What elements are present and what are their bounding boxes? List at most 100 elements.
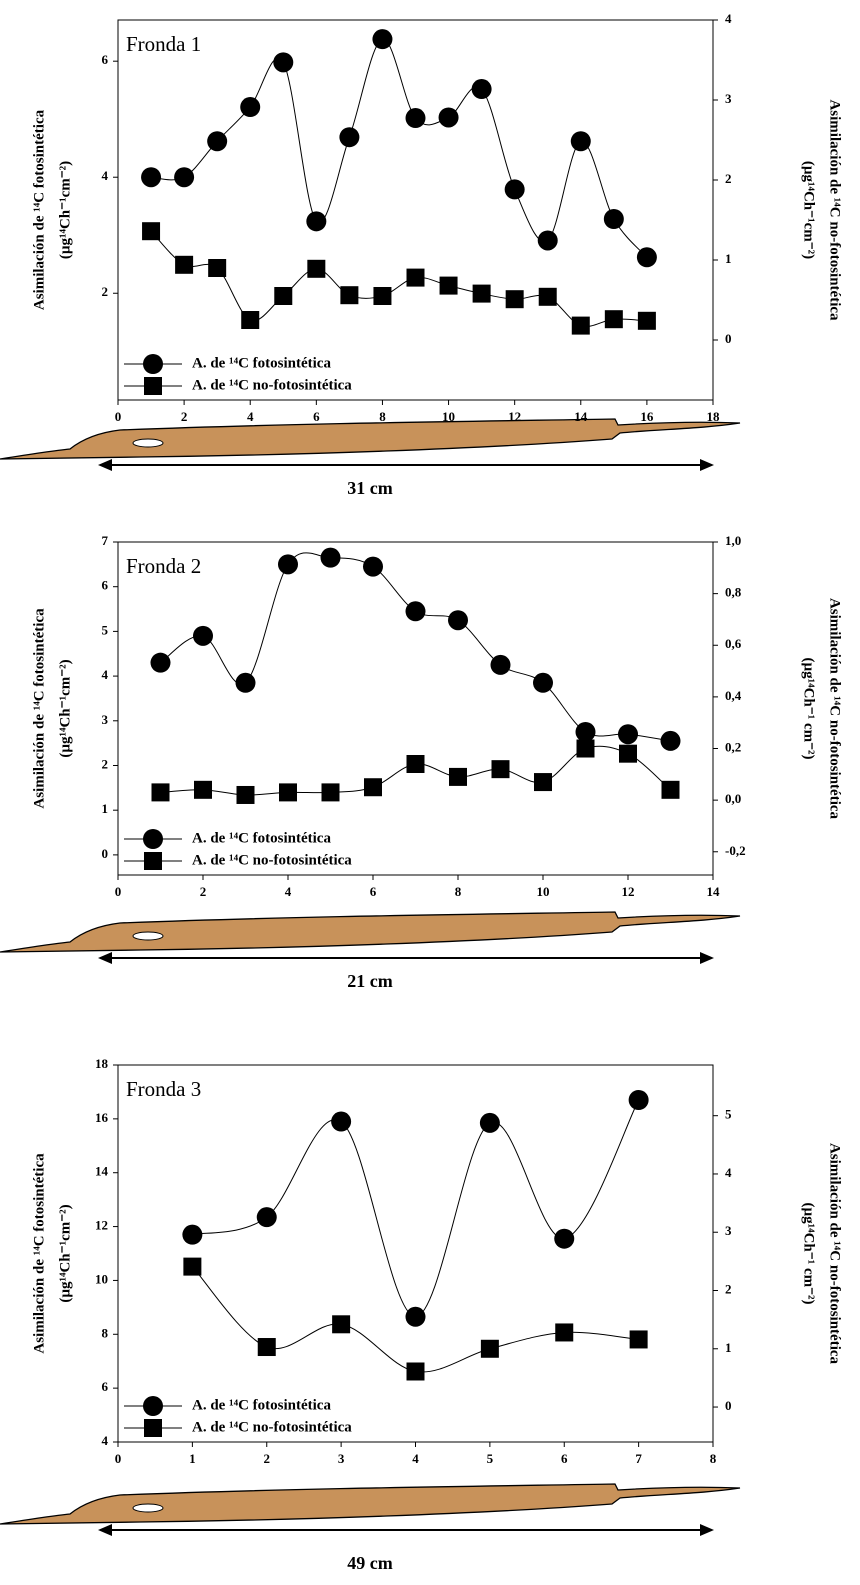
y2-tick-label: 5 [725,1107,732,1122]
marker-circle [405,601,426,622]
marker-square [340,286,359,305]
x-tick-label: 16 [640,409,654,424]
marker-square [142,222,161,241]
y-tick-label: 4 [102,168,109,183]
x-tick-label: 10 [442,409,455,424]
y2-tick-label: 1 [725,1340,732,1355]
y2-tick-label: 4 [725,11,732,26]
marker-circle [143,1396,163,1416]
marker-circle [490,654,511,675]
y-axis-unit: (µg¹⁴Ch⁻¹cm⁻²) [57,1204,73,1302]
marker-circle [660,730,681,751]
marker-square [571,316,590,335]
y2-tick-label: 0,2 [725,739,741,754]
x-tick-label: 6 [313,409,320,424]
y-tick-label: 16 [95,1110,109,1125]
marker-square [332,1315,351,1334]
y-tick-label: 12 [95,1218,108,1233]
y2-tick-label: -0,2 [725,843,746,858]
marker-square [629,1330,648,1349]
length-annotation: 31 cm [347,478,392,498]
y-tick-label: 2 [102,284,109,299]
marker-circle [306,211,327,232]
marker-circle [554,1228,575,1249]
marker-square [505,290,524,309]
y-tick-label: 1 [102,801,109,816]
x-tick-label: 0 [115,409,122,424]
marker-circle [628,1090,649,1111]
marker-square [406,268,425,287]
x-tick-label: 12 [508,409,521,424]
y2-tick-label: 1,0 [725,533,741,548]
marker-circle [537,230,558,251]
marker-square [183,1257,202,1276]
y2-axis-unit: (µg¹⁴Ch⁻¹ cm⁻²) [801,657,817,759]
series-line [150,230,647,327]
marker-square [661,780,680,799]
x-tick-label: 14 [707,884,721,899]
marker-square [151,783,170,802]
y-tick-label: 6 [102,578,109,593]
y-axis-label: Asimilación de ¹⁴C fotosintética [31,608,47,809]
marker-square [472,284,491,303]
x-tick-label: 7 [635,1451,642,1466]
plot-frame [117,19,714,401]
marker-square [538,287,557,306]
marker-square [576,739,595,758]
marker-square [449,767,467,786]
y2-axis-label: Asimilación de ¹⁴C no-fotosintética [827,99,843,321]
marker-square [257,1338,276,1357]
legend-label: A. de ¹⁴C no-fotosintética [192,377,352,393]
x-tick-label: 0 [115,884,122,899]
marker-circle [143,829,163,849]
series-line [160,552,671,742]
marker-circle [193,625,213,646]
x-tick-label: 12 [622,884,635,899]
x-tick-label: 2 [181,409,188,424]
y-tick-label: 8 [102,1325,109,1340]
marker-circle [575,721,596,742]
marker-circle [339,127,360,148]
y-tick-label: 4 [102,1433,109,1448]
marker-circle [636,247,657,268]
x-tick-label: 10 [537,884,550,899]
marker-circle [363,556,383,577]
frond-drawing [0,1483,741,1537]
x-tick-label: 6 [561,1451,568,1466]
y-tick-label: 10 [95,1271,108,1286]
x-tick-label: 2 [200,884,207,899]
marker-square [236,785,255,804]
chart-panel: Fronda 20 2 4 6 8 10 12 1401234567-0,20,00,20,4… [31,533,842,991]
marker-circle [182,1224,203,1245]
legend-label: A. de ¹⁴C no-fotosintética [192,852,352,868]
length-annotation: 49 cm [347,1553,392,1573]
y-tick-label: 4 [102,667,109,682]
x-tick-label: 8 [379,409,386,424]
y-tick-label: 3 [102,712,109,727]
y-axis-unit: (µg¹⁴Ch⁻¹cm⁻²) [57,161,73,259]
x-tick-label: 4 [285,884,292,899]
marker-square [144,1419,162,1437]
marker-square [321,783,340,802]
marker-square [604,310,623,329]
marker-circle [331,1111,352,1132]
chart-title: Fronda 3 [126,1077,201,1101]
marker-circle [143,354,163,374]
y2-tick-label: 0,0 [725,791,741,806]
marker-square [439,276,458,295]
marker-circle [533,672,553,693]
marker-circle [235,672,256,693]
marker-circle [150,652,171,673]
y-axis-label: Asimilación de ¹⁴C fotosintética [31,109,47,310]
y-tick-label: 14 [95,1164,109,1179]
legend-label: A. de ¹⁴C fotosintética [192,830,331,846]
x-tick-label: 5 [487,1451,494,1466]
x-tick-label: 4 [247,409,254,424]
y2-tick-label: 1 [725,251,732,266]
x-tick-label: 4 [412,1451,419,1466]
y2-tick-label: 2 [725,1281,732,1296]
y2-axis-unit: (µg¹⁴Ch⁻¹ cm⁻²) [801,1202,817,1304]
marker-square [406,755,425,773]
x-tick-label: 18 [707,409,721,424]
